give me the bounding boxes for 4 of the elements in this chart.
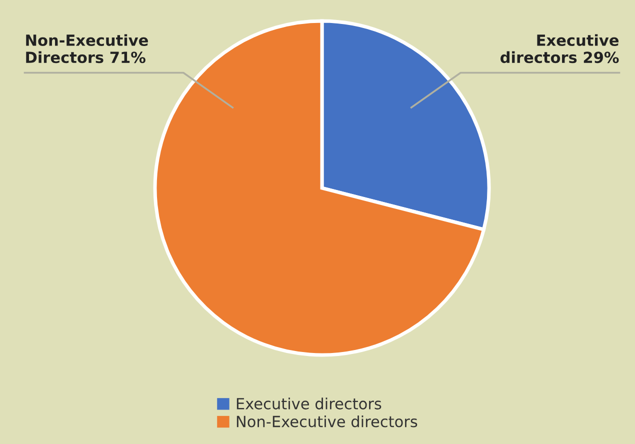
legend-label: Non-Executive directors [236,415,418,428]
data-label: Non-Executive Directors 71% [26,34,148,64]
legend-label: Executive directors [236,398,382,410]
data-label: Executive directors 29% [500,34,619,64]
